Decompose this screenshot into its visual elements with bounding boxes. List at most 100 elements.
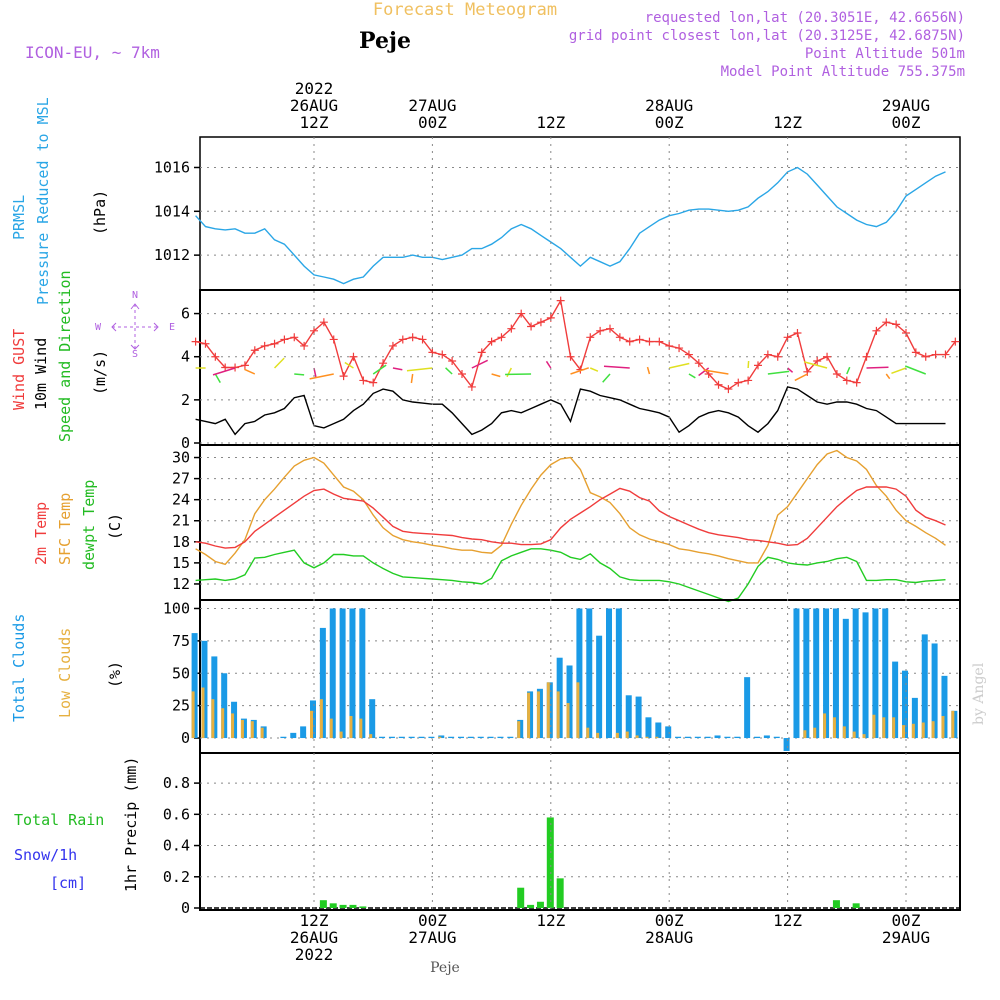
gust-point xyxy=(645,337,654,346)
temp-unit: (C) xyxy=(106,513,124,540)
y-tick-label: 0.8 xyxy=(163,774,190,792)
gust-point xyxy=(714,380,723,389)
y-tick-label: 50 xyxy=(172,664,190,682)
total-cloud-bar xyxy=(477,736,484,739)
wind-arrow xyxy=(471,359,489,369)
total-cloud-bar xyxy=(211,656,218,739)
gust-point xyxy=(467,382,476,391)
wind-arrow xyxy=(787,367,794,373)
total-cloud-bar xyxy=(823,608,830,739)
y-tick-label: 0 xyxy=(181,729,190,747)
total-cloud-bar xyxy=(684,736,691,739)
total-cloud-bar xyxy=(280,736,287,739)
gust-point xyxy=(724,385,733,394)
wind-dir-label: Speed and Direction xyxy=(56,270,74,442)
wind-unit: (m/s) xyxy=(91,350,109,395)
gust-point xyxy=(931,350,940,359)
total-cloud-bar xyxy=(734,736,741,739)
gust-point xyxy=(448,357,457,366)
wind-arrow xyxy=(545,360,552,369)
low-cloud-bar xyxy=(842,726,846,739)
gust-point xyxy=(398,335,407,344)
total-cloud-bar xyxy=(467,736,474,739)
low-cloud-bar xyxy=(921,722,925,739)
t2m-line xyxy=(195,486,946,549)
low-cloud-bar xyxy=(260,727,264,739)
y-tick-label: 21 xyxy=(172,512,190,530)
total-cloud-bar xyxy=(902,670,908,739)
time-label-top: 00Z xyxy=(892,113,921,132)
low-cloud-bar xyxy=(221,708,225,739)
total-cloud-bar xyxy=(675,736,682,739)
wind-arrow xyxy=(885,373,891,380)
gust-point xyxy=(852,378,861,387)
low-cloud-bar xyxy=(813,727,817,739)
total-cloud-bar xyxy=(754,736,760,739)
gust-point xyxy=(606,324,614,333)
gust-point xyxy=(191,337,200,346)
total-cloud-bar xyxy=(339,608,346,739)
gust-point xyxy=(684,350,693,359)
time-label-top: 12Z xyxy=(536,113,565,132)
low-cloud-bar xyxy=(339,731,343,739)
chart-title: Forecast Meteogram xyxy=(373,0,557,20)
total-cloud-bar xyxy=(487,736,494,739)
total-cloud-bar xyxy=(221,673,228,739)
y-tick-label: 18 xyxy=(172,533,190,551)
gust-point xyxy=(842,376,851,385)
gust-point xyxy=(675,344,684,353)
total-cloud-bar xyxy=(596,635,603,739)
gust-point xyxy=(941,350,950,359)
gust-point xyxy=(388,341,397,350)
time-label-bottom: 28AUG xyxy=(645,928,693,947)
low-cloud-bar xyxy=(191,691,195,739)
total-cloud-bar xyxy=(408,736,415,739)
low-cloud-bar xyxy=(625,731,629,739)
total-cloud-bar xyxy=(379,736,386,739)
snow-unit: [cm] xyxy=(50,874,86,892)
wind-arrow xyxy=(794,373,808,382)
gust-point xyxy=(211,352,220,361)
wind-arrow xyxy=(294,373,305,376)
total-cloud-bar xyxy=(586,608,593,739)
wind-arrow xyxy=(803,361,828,369)
total-cloud-bar xyxy=(714,735,721,739)
total-cloud-bar xyxy=(566,665,573,739)
time-label-bottom: 12Z xyxy=(773,911,802,930)
gust-point xyxy=(763,350,772,359)
rain-bar xyxy=(319,900,327,908)
low-cloud-bar xyxy=(941,716,945,739)
temp-panel: 12 15 18 21 24 27 30 xyxy=(172,444,961,603)
y-tick-label: 0 xyxy=(181,434,190,452)
point-altitude: Point Altitude 501m xyxy=(805,46,965,62)
gust-point xyxy=(507,324,516,333)
pressure-label-1: PRMSL xyxy=(10,195,28,240)
gust-point xyxy=(250,346,259,355)
gust-point xyxy=(694,359,703,368)
pressure-label-2: Pressure Reduced to MSL xyxy=(34,97,52,305)
rain-bar xyxy=(852,903,860,908)
total-cloud-bar xyxy=(665,726,672,739)
y-tick-label: 12 xyxy=(172,575,190,593)
total-cloud-bar xyxy=(418,736,425,739)
wind-arrow xyxy=(703,369,729,375)
total-cloud-bar xyxy=(931,643,938,739)
gust-point xyxy=(951,337,960,346)
gust-point xyxy=(487,337,496,346)
total-cloud-bar xyxy=(497,736,504,739)
low-cloud-bar xyxy=(615,732,619,739)
gust-point xyxy=(517,309,526,318)
gust-line xyxy=(195,298,956,390)
total-cloud-bar xyxy=(655,722,662,739)
low-cloud-bar xyxy=(319,699,323,739)
requested-coords: requested lon,lat (20.3051E, 42.6656N) xyxy=(645,10,965,26)
total-cloud-bar xyxy=(763,735,770,739)
dewpt-line xyxy=(195,548,946,603)
y-tick-label: 1012 xyxy=(154,246,190,264)
y-tick-label: 0 xyxy=(181,899,190,917)
rain-bar xyxy=(517,887,525,908)
compass-s: S xyxy=(132,349,138,360)
wind-arrow xyxy=(214,373,221,384)
rain-bar xyxy=(527,904,535,908)
y-tick-label: 15 xyxy=(172,554,190,572)
